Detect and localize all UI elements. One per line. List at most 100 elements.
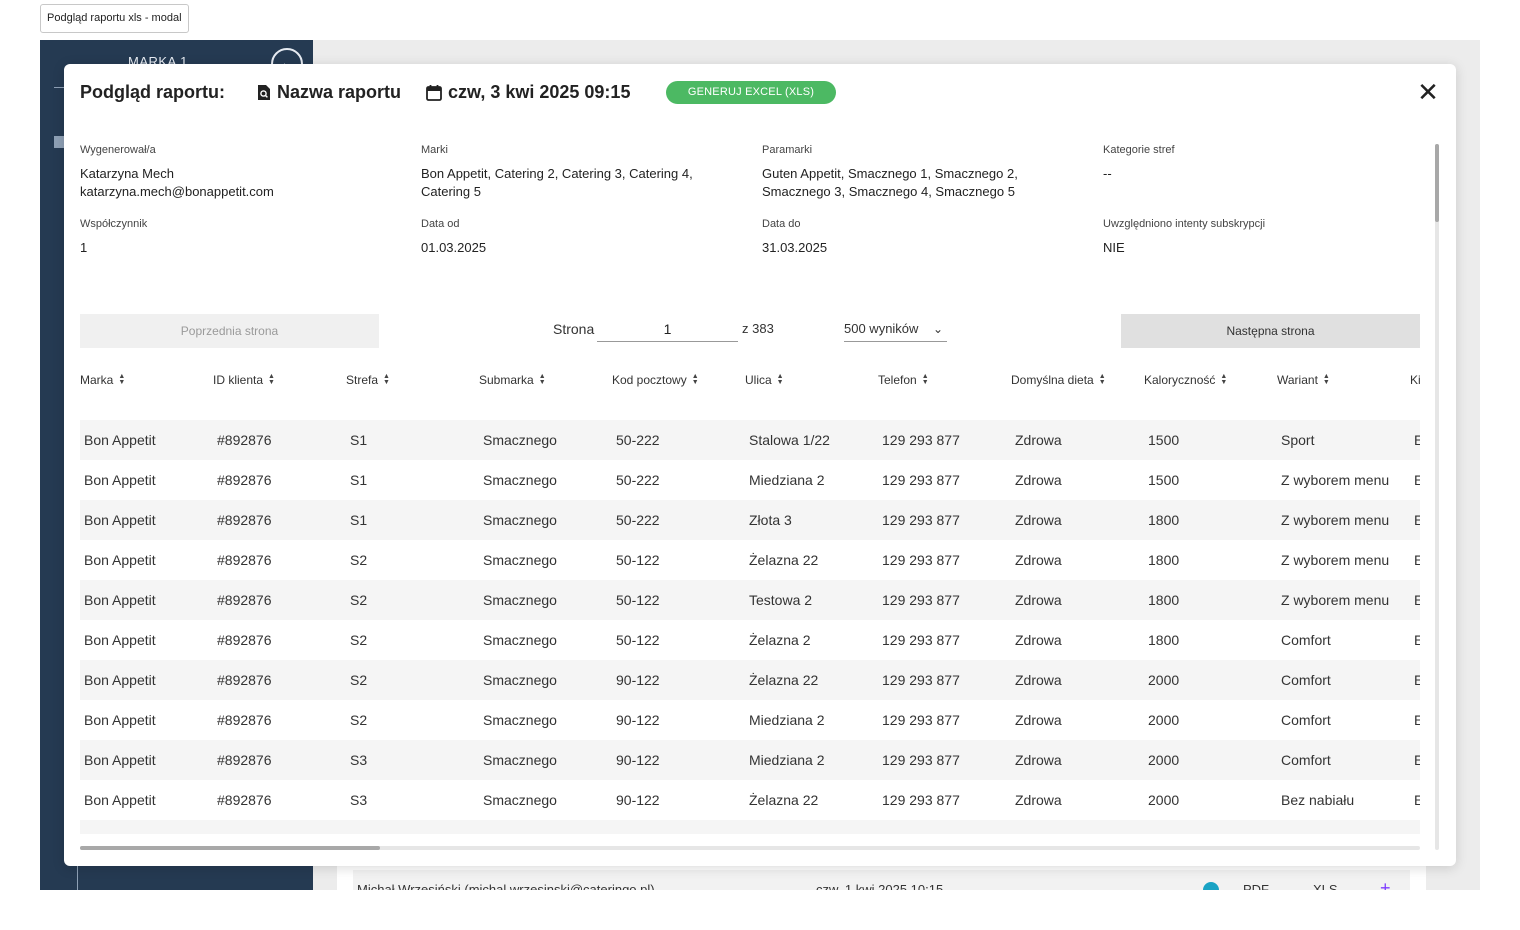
sort-icon[interactable]: ▲ ▼ [1322,373,1330,386]
table-cell: Bon Appetit [84,552,156,568]
table-cell: 129 293 877 [882,792,960,808]
table-cell: Testowa 2 [749,592,813,608]
table-cell: 90-122 [616,712,660,728]
column-header[interactable]: Telefon ▲ ▼ [878,373,929,387]
table-row: Bon Appetit #892876 S2 Smacznego 50-122 Żelaz… [80,620,1420,660]
table-cell: Złota 3 [749,512,792,528]
table-cell: Bon Appetit [84,752,156,768]
report-name-text: Nazwa raportu [277,82,402,102]
results-per-page-select[interactable]: 500 wyników ⌄ [844,316,947,342]
sort-icon[interactable]: ▲ ▼ [268,373,275,386]
sort-icon[interactable]: ▲ ▼ [1098,373,1106,386]
sort-icon[interactable]: ▲ ▼ [921,373,929,386]
column-header-label: Kod pocztowy [612,373,687,387]
meta-date-to: Data do 31.03.2025 [762,218,827,257]
column-header[interactable]: Marka ▲ ▼ [80,373,125,387]
table-cell: 50-122 [616,592,660,608]
column-header[interactable]: Submarka ▲ ▼ [479,373,546,387]
table-cell: 129 293 877 [882,712,960,728]
sort-icon[interactable]: ▲ ▼ [383,373,390,386]
table-cell: Żelazna 22 [749,552,819,568]
xls-link[interactable]: XLS [1313,882,1338,890]
plus-icon[interactable]: + [1380,878,1391,890]
table-cell: 1500 [1148,432,1180,448]
table-row: Bon Appetit #892876 S3 Smacznego 90-122 Miedz… [80,740,1420,780]
table-cell: Z wyborem menu [1281,512,1390,528]
page-total: z 383 [742,321,774,336]
table-cell: 129 293 877 [882,432,960,448]
table-cell: Smacznego [483,712,557,728]
column-header[interactable]: ID klienta ▲ ▼ [213,373,275,387]
sort-icon[interactable]: ▲ ▼ [691,373,699,386]
sort-icon[interactable]: ▲ ▼ [538,373,546,386]
table-cell: #892876 [217,632,272,648]
table-cell: Z wyborem menu [1281,472,1390,488]
sort-icon[interactable]: ▲ ▼ [1220,373,1228,386]
table-cell: Zdrowa [1015,552,1062,568]
report-date-text: czw, 3 kwi 2025 09:15 [448,82,631,102]
close-icon[interactable]: ✕ [1417,77,1439,107]
report-user: Michał Wrzesiński (michal.wrzesinski@cat… [357,882,655,890]
table-cell: 129 293 877 [882,672,960,688]
meta-value: Bon Appetit, Catering 2, Catering 3, Cat… [421,166,693,199]
table-cell: 50-222 [616,472,660,488]
calendar-icon [426,85,442,101]
table-cell: Sport [1281,432,1315,448]
frame-label: Podgląd raportu xls - modal [40,4,189,33]
table-cell: Bon Appetit [84,512,156,528]
horizontal-scrollbar-thumb[interactable] [80,846,380,850]
table-cell: Zdrowa [1015,712,1062,728]
column-header[interactable]: Kaloryczność ▲ ▼ [1144,373,1227,387]
page-number-input[interactable] [597,316,738,342]
column-header-label: Telefon [878,373,917,387]
table-cell: #892876 [217,752,272,768]
table-cell: Comfort [1281,632,1331,648]
column-header[interactable]: Wariant ▲ ▼ [1277,373,1330,387]
table-row: Bon Appetit #892876 S2 Smacznego 90-122 Żelaz… [80,660,1420,700]
table-header: Marka ▲ ▼ ID klienta ▲ ▼ Strefa ▲ ▼ Submarka ▲ ▼ Kod… [80,364,1420,396]
table-cell: Miedziana 2 [749,752,825,768]
search-document-icon [258,85,270,100]
sort-icon[interactable]: ▲ ▼ [776,373,784,386]
meta-label: Paramarki [762,144,813,156]
table-cell: 1800 [1148,512,1180,528]
vertical-scrollbar-thumb[interactable] [1435,144,1439,222]
next-page-button[interactable]: Następna strona [1121,314,1420,348]
table-cell: Bon Appetit [84,592,156,608]
meta-label: Wygenerował/a [80,144,156,156]
table-cell: Smacznego [483,552,557,568]
column-header[interactable]: Strefa ▲ ▼ [346,373,390,387]
table-cell: 1800 [1148,552,1180,568]
column-header[interactable]: Kod pocztowy ▲ ▼ [612,373,699,387]
column-header[interactable]: Domyślna dieta ▲ ▼ [1011,373,1106,387]
meta-parabrands: Paramarki Guten Appetit, Smacznego 1, Sm… [762,144,1052,201]
vertical-scrollbar[interactable] [1435,144,1439,850]
meta-label: Marki [421,144,448,156]
horizontal-scrollbar[interactable] [80,846,1420,850]
column-header-label: Ki [1410,373,1420,387]
column-header[interactable]: Ki [1410,373,1420,387]
table-cell: #892876 [217,592,272,608]
table-cell: Zdrowa [1015,632,1062,648]
table-cell: Żelazna 2 [749,632,811,648]
table-cell: Z wyborem menu [1281,592,1390,608]
table-cell: S1 [350,432,368,448]
report-list-row[interactable]: Michał Wrzesiński (michal.wrzesinski@cat… [353,870,1410,890]
column-header[interactable]: Ulica ▲ ▼ [745,373,784,387]
generate-excel-button[interactable]: GENERUJ EXCEL (XLS) [666,81,836,104]
table-body: Bon Appetit #892876 S1 Smacznego 50-222 Stalo… [80,420,1420,834]
table-cell: Smacznego [483,672,557,688]
sidebar-item-icon[interactable] [54,136,64,148]
info-icon[interactable] [1203,882,1219,890]
sort-icon[interactable]: ▲ ▼ [118,373,126,386]
table-cell: 90-122 [616,752,660,768]
column-header-label: Submarka [479,373,534,387]
table-cell: S2 [350,632,368,648]
table-cell: Zdrowa [1015,752,1062,768]
table-cell: #892876 [217,512,272,528]
meta-label: Współczynnik [80,218,148,230]
table-cell: Bon Appetit [84,472,156,488]
prev-page-button[interactable]: Poprzednia strona [80,314,379,348]
table-cell: E [1414,632,1420,648]
pdf-link[interactable]: PDF [1243,882,1269,890]
